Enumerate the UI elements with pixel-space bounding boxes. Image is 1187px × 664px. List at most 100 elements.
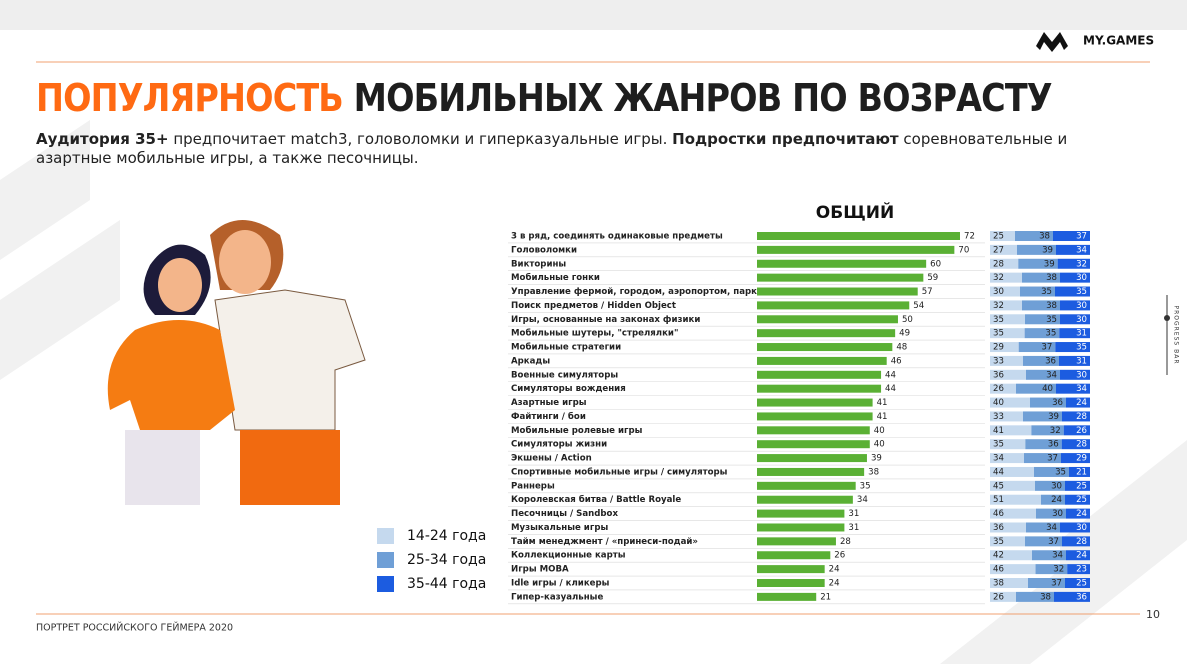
stack-segment bbox=[1028, 578, 1065, 588]
stack-segment bbox=[1060, 314, 1090, 325]
bar bbox=[757, 329, 896, 338]
progress-dot bbox=[1164, 315, 1170, 321]
segment-label: 35 bbox=[1055, 467, 1066, 477]
segment-label: 30 bbox=[1076, 370, 1087, 380]
value-label: 48 bbox=[896, 343, 907, 353]
bar bbox=[757, 537, 836, 546]
stack-segment bbox=[990, 550, 1032, 561]
segment-label: 36 bbox=[1076, 592, 1087, 602]
category-label: Поиск предметов / Hidden Object bbox=[511, 301, 676, 311]
category-label: Музыкальные игры bbox=[511, 523, 608, 533]
stack-segment bbox=[1022, 272, 1060, 283]
legend-label: 25-34 года bbox=[407, 552, 486, 568]
stack-segment bbox=[1065, 494, 1090, 505]
subtitle-part: предпочитает match3, головоломки и гипер… bbox=[168, 130, 673, 148]
segment-label: 46 bbox=[993, 565, 1004, 575]
value-label: 40 bbox=[874, 440, 885, 450]
stack-segment bbox=[1062, 411, 1090, 422]
category-label: Симуляторы жизни bbox=[511, 440, 607, 450]
category-label: Мобильные стратегии bbox=[511, 342, 621, 353]
value-label: 49 bbox=[899, 329, 910, 339]
subtitle-part: Подростки предпочитают bbox=[672, 130, 899, 148]
segment-label: 36 bbox=[1048, 440, 1059, 450]
illustration bbox=[107, 220, 366, 505]
segment-label: 31 bbox=[1076, 329, 1087, 339]
bar bbox=[757, 245, 955, 254]
bar bbox=[757, 481, 856, 490]
segment-label: 32 bbox=[1053, 565, 1064, 575]
category-label: Азартные игры bbox=[511, 398, 587, 408]
segment-label: 30 bbox=[1052, 509, 1063, 519]
stack-segment bbox=[1030, 397, 1066, 408]
stack-segment bbox=[1024, 328, 1060, 339]
stack-segment bbox=[1059, 328, 1090, 339]
segment-label: 36 bbox=[1052, 398, 1063, 408]
stack-segment bbox=[1018, 342, 1056, 353]
logo-mark bbox=[1036, 32, 1068, 52]
bar bbox=[757, 384, 882, 393]
stack-segment bbox=[990, 591, 1016, 602]
segment-label: 25 bbox=[1076, 495, 1087, 505]
bar bbox=[757, 495, 853, 504]
legend-swatch bbox=[377, 552, 394, 568]
stack-segment bbox=[1065, 578, 1090, 588]
legend-label: 35-44 года bbox=[407, 576, 486, 592]
segment-label: 23 bbox=[1076, 565, 1087, 575]
segment-label: 29 bbox=[993, 343, 1004, 353]
stack-segment bbox=[1056, 244, 1090, 255]
segment-label: 35 bbox=[993, 440, 1004, 450]
category-label: Игры MOBA bbox=[511, 565, 569, 575]
value-label: 35 bbox=[860, 481, 871, 491]
category-label: 3 в ряд, соединять одинаковые предметы bbox=[511, 232, 723, 242]
category-label: Коллекционные карты bbox=[511, 551, 626, 561]
segment-label: 34 bbox=[1076, 245, 1087, 255]
segment-label: 26 bbox=[993, 592, 1004, 602]
stack-segment bbox=[1023, 355, 1059, 366]
stack-segment bbox=[1026, 522, 1060, 533]
category-label: Файтинги / бои bbox=[511, 411, 586, 422]
bar bbox=[757, 343, 893, 352]
legend-label: 14-24 года bbox=[407, 528, 486, 544]
page-number: 10 bbox=[1146, 608, 1160, 621]
stack-segment bbox=[990, 466, 1034, 477]
stack-segment bbox=[1062, 536, 1090, 547]
value-label: 31 bbox=[848, 509, 859, 519]
logo-text: MY.GAMES bbox=[1083, 34, 1154, 48]
value-label: 46 bbox=[891, 356, 902, 366]
segment-label: 29 bbox=[1076, 454, 1087, 464]
segment-label: 36 bbox=[1045, 356, 1056, 366]
category-label: Экшены / Action bbox=[511, 454, 592, 464]
stack-segment bbox=[990, 286, 1020, 297]
segment-label: 38 bbox=[1046, 301, 1057, 311]
stack-segment bbox=[1017, 244, 1056, 255]
segment-label: 38 bbox=[1046, 273, 1057, 283]
segment-label: 45 bbox=[993, 481, 1004, 491]
segment-label: 41 bbox=[993, 426, 1004, 436]
value-label: 44 bbox=[885, 384, 896, 394]
stack-segment bbox=[990, 453, 1024, 464]
bar bbox=[757, 356, 887, 365]
stack-segment bbox=[1060, 300, 1090, 311]
bar bbox=[757, 301, 910, 310]
stack-segment bbox=[1016, 591, 1054, 602]
segment-label: 35 bbox=[993, 537, 1004, 547]
category-label: Игры, основанные на законах физики bbox=[511, 315, 700, 325]
stack-segment bbox=[1066, 397, 1090, 408]
value-label: 24 bbox=[829, 579, 840, 589]
segment-label: 34 bbox=[1046, 370, 1057, 380]
stack-segment bbox=[1025, 536, 1062, 547]
stack-segment bbox=[1041, 494, 1065, 505]
stack-segment bbox=[1026, 369, 1060, 380]
segment-label: 42 bbox=[993, 551, 1004, 561]
stack-segment bbox=[1022, 300, 1060, 311]
segment-label: 24 bbox=[1076, 398, 1087, 408]
category-label: Раннеры bbox=[511, 481, 555, 491]
bar bbox=[757, 398, 873, 407]
segment-label: 35 bbox=[1076, 343, 1087, 353]
bar bbox=[757, 315, 898, 324]
bar bbox=[757, 565, 825, 574]
segment-label: 40 bbox=[1042, 384, 1053, 394]
segment-label: 34 bbox=[1052, 551, 1063, 561]
value-label: 39 bbox=[871, 454, 882, 464]
segment-label: 35 bbox=[993, 315, 1004, 325]
